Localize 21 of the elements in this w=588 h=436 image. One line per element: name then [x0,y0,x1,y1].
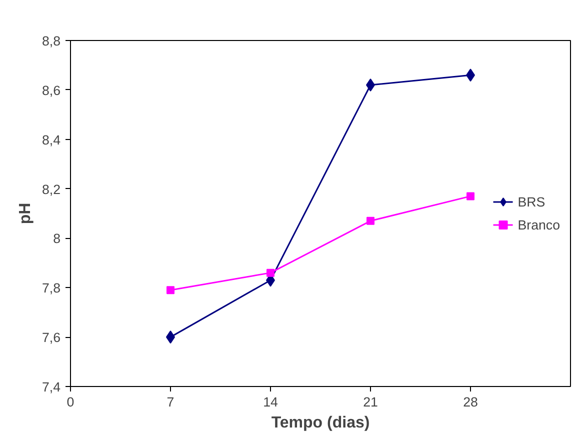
x-tick-label: 7 [166,394,174,410]
y-tick-label: 8,8 [42,34,61,48]
x-axis-title: Tempo (dias) [271,414,370,432]
x-tick-label: 21 [363,394,378,410]
x-tick-label: 14 [263,394,278,410]
point [166,286,174,294]
y-tick-label: 8,4 [42,132,62,148]
y-axis-title: pH [16,202,34,224]
y-tick-label: 8,2 [42,182,61,197]
y-tick-label: 8 [53,231,61,246]
legend-label: BRS [518,194,546,209]
x-tick-label: 0 [66,394,74,410]
y-tick-label: 7,4 [42,380,62,394]
point [266,268,274,277]
x-tick-label: 28 [463,394,478,410]
y-tick-label: 7,6 [42,330,61,346]
point [366,216,374,225]
y-tick-label: 7,8 [42,280,61,296]
y-tick-label: 8,6 [42,82,61,98]
point [466,192,474,200]
legend-label: Branco [518,217,560,232]
